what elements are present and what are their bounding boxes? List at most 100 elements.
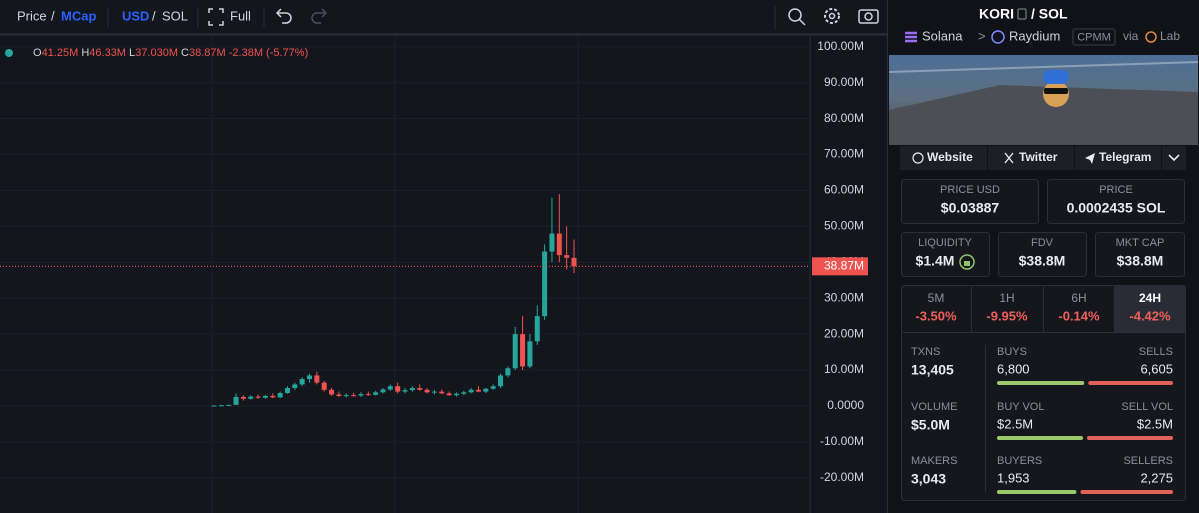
ohlc-value: 38.87M	[189, 47, 226, 59]
screenshot-icon-lens	[864, 12, 873, 21]
candle-body	[233, 396, 239, 405]
tab-label[interactable]: 24H	[1139, 291, 1161, 305]
tab-value: -3.50%	[915, 308, 957, 323]
candle-body	[358, 394, 364, 396]
buy-value: $2.5M	[997, 416, 1033, 431]
y-tick-label: 100.00M	[817, 39, 864, 53]
settings-icon-center	[828, 12, 836, 20]
candle-body	[262, 395, 268, 398]
candle-body	[284, 388, 290, 394]
fullscreen-icon[interactable]	[208, 8, 224, 26]
candle-body	[299, 379, 305, 385]
buy-label: BUY VOL	[997, 401, 1045, 413]
full-button[interactable]: Full	[230, 8, 251, 23]
dex[interactable]: Raydium	[1009, 28, 1060, 43]
series-dot	[5, 49, 13, 57]
telegram-icon	[1085, 153, 1095, 164]
redo-button[interactable]	[311, 8, 328, 24]
stat-box	[1047, 179, 1185, 224]
undo-button[interactable]	[275, 8, 292, 24]
candle-body	[240, 396, 246, 399]
stat-label: LIQUIDITY	[918, 237, 972, 249]
website-link[interactable]: Website	[927, 150, 973, 164]
candle-body	[542, 251, 548, 317]
chain[interactable]: Solana	[922, 28, 963, 43]
twitter-link[interactable]: Twitter	[1019, 150, 1058, 164]
separator: /	[51, 8, 55, 23]
screenshot-icon[interactable]	[858, 9, 879, 24]
candle-body	[270, 395, 276, 398]
candle-body	[365, 394, 371, 396]
sell-value: 2,275	[1140, 470, 1173, 485]
candle-body	[226, 404, 232, 406]
candle-body	[461, 392, 467, 394]
lock-icon	[959, 254, 975, 270]
separator: /	[152, 8, 156, 23]
buy-label: BUYERS	[997, 455, 1042, 467]
y-tick-label: 90.00M	[824, 75, 864, 89]
candle-body	[446, 393, 452, 396]
candle-body	[439, 391, 445, 394]
candle-body	[292, 384, 298, 389]
total-value: $5.0M	[911, 417, 950, 433]
chart-background	[0, 0, 887, 513]
usd-toggle[interactable]: USD	[122, 8, 149, 23]
ohlc-change: -2.38M (-5.77%)	[229, 47, 308, 59]
ohlc-value: 46.33M	[89, 47, 126, 59]
sol-toggle[interactable]: SOL	[162, 8, 188, 23]
tag-box	[1072, 28, 1116, 46]
candle-body	[409, 388, 415, 391]
candle-body	[424, 389, 430, 393]
ohlc-value: 41.25M	[42, 47, 79, 59]
change-tabs: 5M -3.50% 1H -9.95% 6H -0.14% 24H -4.42%	[915, 291, 1171, 323]
tab-value: -9.95%	[986, 308, 1028, 323]
stat-value: $1.4M	[916, 253, 955, 269]
candle-body	[527, 341, 533, 367]
candle-body	[248, 396, 254, 399]
candle-body	[395, 386, 401, 392]
price-toggle[interactable]: Price	[17, 8, 47, 23]
more-links[interactable]	[1168, 154, 1180, 162]
tab-label[interactable]: 1H	[999, 291, 1014, 305]
x-icon	[1004, 152, 1014, 164]
candle-body	[402, 390, 408, 392]
candle-body	[549, 233, 555, 252]
candle-body	[336, 394, 342, 396]
candle-body	[564, 255, 570, 258]
candle-body	[380, 389, 386, 393]
indicator-icon[interactable]	[788, 8, 802, 22]
banner-rail	[888, 61, 1199, 73]
telegram-link[interactable]: Telegram	[1099, 150, 1151, 164]
y-tick-label: 30.00M	[824, 290, 864, 304]
candle-body	[329, 389, 335, 395]
chevron: >	[978, 28, 986, 43]
candle-body	[351, 395, 357, 397]
last-price-label: 38.87M	[824, 259, 864, 273]
total-label: TXNS	[911, 346, 940, 358]
quote-symbol: / SOL	[1031, 6, 1068, 22]
stat-label: PRICE USD	[940, 184, 1000, 196]
candle-body	[255, 396, 261, 398]
banner-ground	[889, 85, 1198, 145]
settings-icon[interactable]	[824, 8, 840, 24]
tab-label[interactable]: 5M	[928, 291, 945, 305]
sell-bar	[1080, 490, 1173, 494]
launchpad-icon	[1145, 31, 1157, 43]
candle-body	[571, 257, 577, 267]
tab-label[interactable]: 6H	[1071, 291, 1086, 305]
banner-glasses	[1044, 88, 1068, 94]
candle-body	[417, 388, 423, 390]
copy-icon[interactable]	[1017, 8, 1027, 20]
y-tick-label: 0.0000	[827, 398, 864, 412]
mcap-toggle[interactable]: MCap	[61, 8, 96, 23]
stat-box	[1095, 232, 1185, 277]
indicator-icon-handle	[798, 18, 806, 26]
candle-body	[498, 375, 504, 387]
stat-value: $0.03887	[941, 200, 1000, 216]
candles: 38.87M	[0, 194, 868, 407]
candle-body	[387, 386, 393, 390]
stat-box	[998, 232, 1087, 277]
candle-body	[512, 334, 518, 369]
